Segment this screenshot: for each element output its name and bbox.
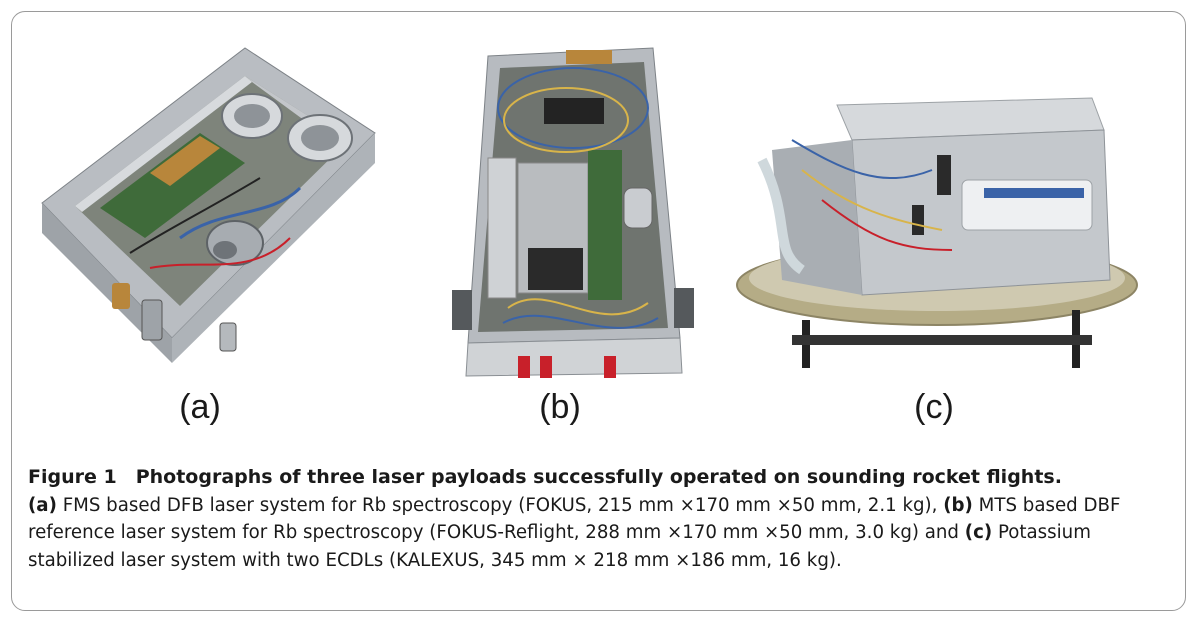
panel-label-c: (c) [914,388,954,426]
panel-label-b: (b) [539,388,581,426]
caption-text-c: Potassium stabilized laser system with t… [28,522,1091,571]
photo-panel-c [732,80,1144,372]
panel-label-a: (a) [179,388,221,426]
photo-panel-a [30,38,390,368]
photo-panel-b [448,38,708,383]
caption-tag-b: (b) [943,494,973,516]
caption-tag-a: (a) [28,494,57,516]
figure-caption: Figure 1 Photographs of three laser payl… [28,464,1178,574]
caption-title: Figure 1 Photographs of three laser payl… [28,466,1062,488]
caption-text-b: MTS based DBF reference laser system for… [28,494,1121,544]
caption-tag-c: (c) [964,522,993,543]
caption-text-a: FMS based DFB laser system for Rb spectr… [56,494,944,516]
